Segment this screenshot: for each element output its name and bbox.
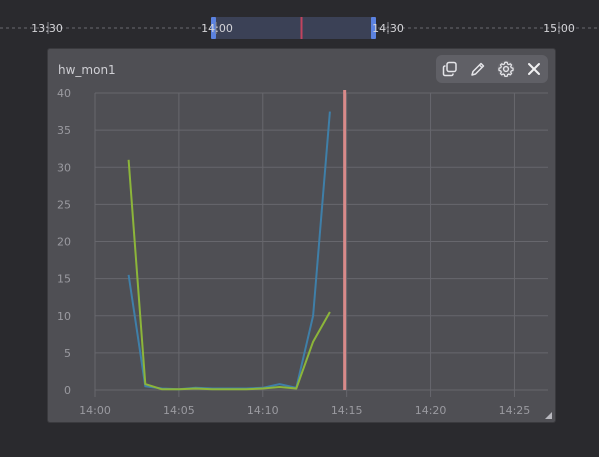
chart-widget[interactable]: 0 5 10 15 20 25 30 35 40 14:00 14:05 14:10 14:15 14:2… (48, 49, 555, 422)
gear-icon (497, 60, 515, 78)
y-tick-label: 30 (57, 161, 71, 174)
series-line-2 (127, 159, 331, 391)
series-line-1 (127, 111, 331, 391)
x-tick-label: 14:20 (415, 404, 447, 417)
y-tick-label: 0 (64, 384, 71, 397)
y-tick-label: 15 (57, 273, 71, 286)
timeline-selection[interactable] (214, 17, 373, 39)
timeline-bar[interactable]: 13:30 14:00 14:30 15:00 (0, 0, 599, 44)
x-tick-label: 14:05 (163, 404, 195, 417)
time-marker (343, 90, 347, 390)
timeline-cursor[interactable] (300, 17, 303, 39)
timeline-range-start-handle[interactable] (211, 17, 216, 39)
widget-toolbar (436, 55, 548, 83)
y-tick-label: 10 (57, 310, 71, 323)
y-tick-label: 40 (57, 87, 71, 100)
x-tick-label: 14:25 (499, 404, 531, 417)
pencil-icon (471, 62, 485, 76)
x-tick-label: 14:15 (331, 404, 363, 417)
timeline-label: 14:00 (201, 22, 233, 35)
close-icon (528, 63, 540, 75)
timeline-label: 14:30 (372, 22, 404, 35)
x-tick-label: 14:10 (247, 404, 279, 417)
y-tick-label: 20 (57, 236, 71, 249)
timeline-label: 15:00 (543, 22, 575, 35)
edit-button[interactable] (464, 55, 492, 83)
y-tick-label: 35 (57, 124, 71, 137)
y-tick-label: 25 (57, 198, 71, 211)
line-chart: 0 5 10 15 20 25 30 35 40 14:00 14:05 14:10 14:15 14:2… (57, 87, 548, 417)
y-tick-label: 5 (64, 347, 71, 360)
timeline-label: 13:30 (31, 22, 63, 35)
copy-icon (442, 61, 457, 77)
x-tick-label: 14:00 (79, 404, 111, 417)
duplicate-button[interactable] (436, 55, 464, 83)
timeline-svg[interactable]: 13:30 14:00 14:30 15:00 (0, 0, 599, 44)
resize-handle[interactable] (545, 412, 552, 419)
timeline-range-end-handle[interactable] (371, 17, 376, 39)
settings-button[interactable] (492, 55, 520, 83)
close-button[interactable] (520, 55, 548, 83)
widget-title: hw_mon1 (58, 63, 116, 77)
